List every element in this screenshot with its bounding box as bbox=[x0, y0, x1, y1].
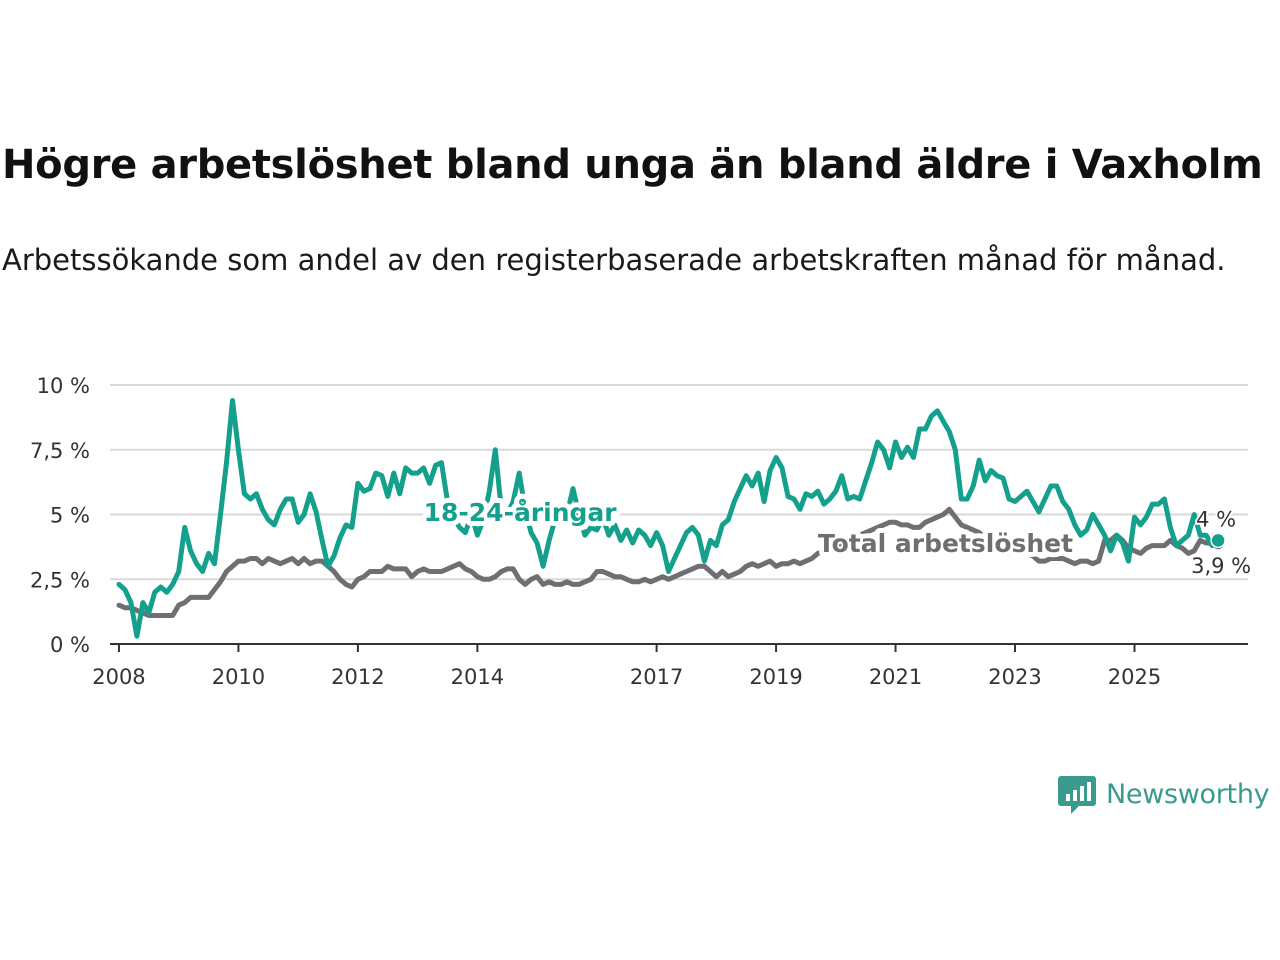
y-tick-label: 5 % bbox=[50, 504, 90, 528]
y-axis-ticks: 0 % 2,5 % 5 % 7,5 % 10 % bbox=[30, 374, 90, 657]
y-tick-label: 0 % bbox=[50, 633, 90, 657]
x-tick-label: 2012 bbox=[331, 665, 384, 689]
x-tick-label: 2021 bbox=[869, 665, 922, 689]
series-layer bbox=[116, 398, 1226, 639]
label-layer: 4 % 3,9 % 18-24-åringar Total arbetslöshet bbox=[419, 493, 1254, 580]
y-tick-label: 2,5 % bbox=[30, 568, 90, 592]
series-annotation: 18-24-åringar bbox=[424, 498, 618, 527]
series-line-youth bbox=[116, 398, 1221, 639]
x-tick-label: 2019 bbox=[749, 665, 802, 689]
x-tick-label: 2025 bbox=[1108, 665, 1161, 689]
page-title: Högre arbetslöshet bland unga än bland ä… bbox=[2, 142, 1263, 188]
x-axis-ticks: 2008 2010 2012 2014 2017 2019 2021 2023 2025 bbox=[92, 644, 1161, 689]
x-tick-label: 2023 bbox=[988, 665, 1041, 689]
end-label-total: 3,9 % bbox=[1191, 554, 1251, 578]
line-chart: 0 % 2,5 % 5 % 7,5 % 10 % 2008 2010 2012 2014 201… bbox=[30, 374, 1254, 689]
series-line-total bbox=[116, 506, 1221, 618]
newsworthy-logo-icon bbox=[1058, 776, 1096, 814]
series-annotation: Total arbetslöshet bbox=[818, 529, 1073, 558]
y-tick-label: 10 % bbox=[37, 374, 90, 398]
y-tick-label: 7,5 % bbox=[30, 439, 90, 463]
x-tick-label: 2008 bbox=[92, 665, 145, 689]
brand-name: Newsworthy bbox=[1106, 778, 1270, 810]
x-tick-label: 2017 bbox=[630, 665, 683, 689]
brand-logo: Newsworthy bbox=[1058, 770, 1270, 818]
x-tick-label: 2010 bbox=[212, 665, 265, 689]
end-label-youth: 4 % bbox=[1196, 507, 1236, 531]
page-subtitle: Arbetssökande som andel av den registerb… bbox=[2, 243, 1226, 277]
grid-lines bbox=[110, 384, 1248, 645]
x-tick-label: 2014 bbox=[451, 665, 504, 689]
series-end-point bbox=[1210, 532, 1226, 549]
